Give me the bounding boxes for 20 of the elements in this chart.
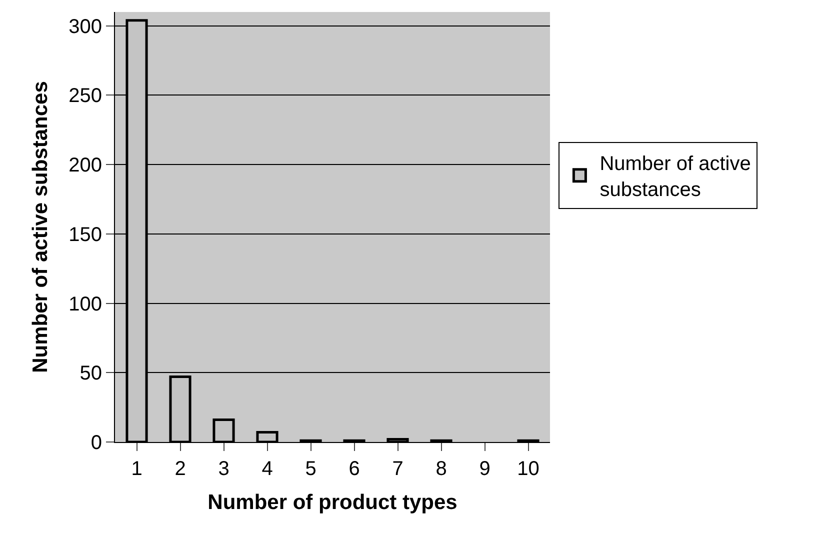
x-tick-label: 4 bbox=[262, 458, 273, 480]
x-tick-label: 5 bbox=[305, 458, 316, 480]
x-tick-label: 3 bbox=[218, 458, 230, 480]
x-tick-label: 7 bbox=[392, 458, 404, 480]
x-tick-label: 6 bbox=[348, 458, 360, 480]
x-axis-title: Number of product types bbox=[208, 491, 458, 514]
y-tick-label: 300 bbox=[68, 16, 102, 38]
y-tick-label: 100 bbox=[68, 293, 102, 316]
y-tick-label: 250 bbox=[68, 85, 102, 108]
legend-label: Number of active substances bbox=[600, 153, 751, 202]
y-tick-label: 0 bbox=[90, 432, 102, 454]
x-tick-label: 1 bbox=[131, 458, 142, 480]
x-tick-label: 9 bbox=[479, 458, 490, 480]
x-tick-label: 10 bbox=[517, 458, 540, 480]
x-tick-label: 2 bbox=[174, 458, 186, 480]
y-tick-label: 50 bbox=[80, 362, 102, 385]
y-tick-label: 150 bbox=[68, 224, 102, 246]
x-tick-label: 8 bbox=[436, 458, 447, 480]
y-axis-title: Number of active substances bbox=[28, 81, 52, 373]
y-tick-label: 200 bbox=[68, 154, 102, 177]
